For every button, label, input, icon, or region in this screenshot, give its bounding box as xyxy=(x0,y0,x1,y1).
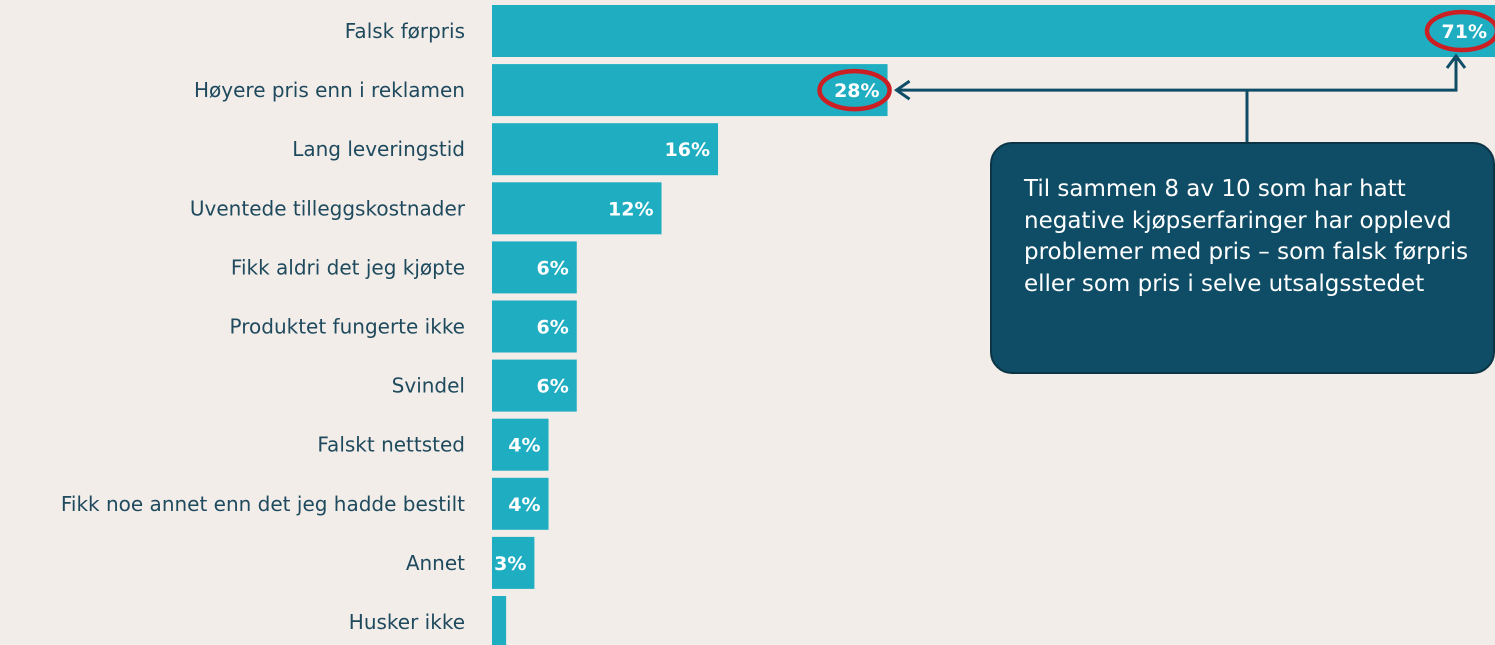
category-label: Annet xyxy=(406,551,465,575)
highlight-rings xyxy=(817,9,1495,112)
callout-connector xyxy=(893,53,1467,142)
bar-falsk-f-rpris xyxy=(492,5,1495,57)
callout-box: Til sammen 8 av 10 som har hatt negative… xyxy=(990,142,1495,374)
category-label: Falsk førpris xyxy=(345,19,465,43)
callout-text: Til sammen 8 av 10 som har hatt negative… xyxy=(1024,176,1469,297)
value-labels: 71% 28% 16% 12% 6% 6% 6% 4% 4% 3% xyxy=(494,21,1487,575)
value-label: 12% xyxy=(608,198,653,220)
category-label: Husker ikke xyxy=(349,610,465,634)
connector-line xyxy=(897,59,1458,92)
bar-produktet-fungerte-ikke xyxy=(492,300,577,353)
bar-annet xyxy=(492,536,535,589)
value-label: 6% xyxy=(536,257,568,279)
value-label: 28% xyxy=(834,80,879,102)
bars xyxy=(492,5,1495,645)
category-label: Produktet fungerte ikke xyxy=(230,315,465,339)
category-label: Uventede tilleggskostnader xyxy=(190,196,466,220)
value-label: 4% xyxy=(508,435,540,457)
arrowhead-up xyxy=(1445,53,1467,69)
value-label: 6% xyxy=(536,317,568,339)
value-label: 16% xyxy=(665,139,710,161)
value-label: 3% xyxy=(494,553,526,575)
category-label: Fikk noe annet enn det jeg hadde bestilt xyxy=(61,492,465,516)
bar-fikk-noe-annet-enn-det-jeg-hadde-bestilt xyxy=(492,477,549,530)
bar-husker-ikke xyxy=(492,596,507,645)
bar-fikk-aldri-det-jeg-kj-pte xyxy=(492,241,577,294)
bar-uventede-tilleggskostnader xyxy=(492,182,662,235)
arrowhead-left xyxy=(893,79,911,101)
category-label: Svindel xyxy=(392,374,465,398)
category-label: Falskt nettsted xyxy=(317,433,465,457)
highlight-ring xyxy=(1424,9,1495,53)
category-label: Fikk aldri det jeg kjøpte xyxy=(231,255,465,279)
bar-svindel xyxy=(492,359,577,412)
value-label: 71% xyxy=(1442,21,1487,43)
category-label: Høyere pris enn i reklamen xyxy=(194,78,465,102)
highlight-ring xyxy=(817,68,892,112)
bar-falskt-nettsted xyxy=(492,418,549,471)
category-label: Lang leveringstid xyxy=(292,137,465,161)
bar-h-yere-pris-enn-i-reklamen xyxy=(492,64,888,117)
category-labels: Falsk førpris Høyere pris enn i reklamen L… xyxy=(61,19,466,634)
value-label: 4% xyxy=(508,494,540,516)
value-label: 6% xyxy=(536,376,568,398)
bar-lang-leveringstid xyxy=(492,123,719,176)
